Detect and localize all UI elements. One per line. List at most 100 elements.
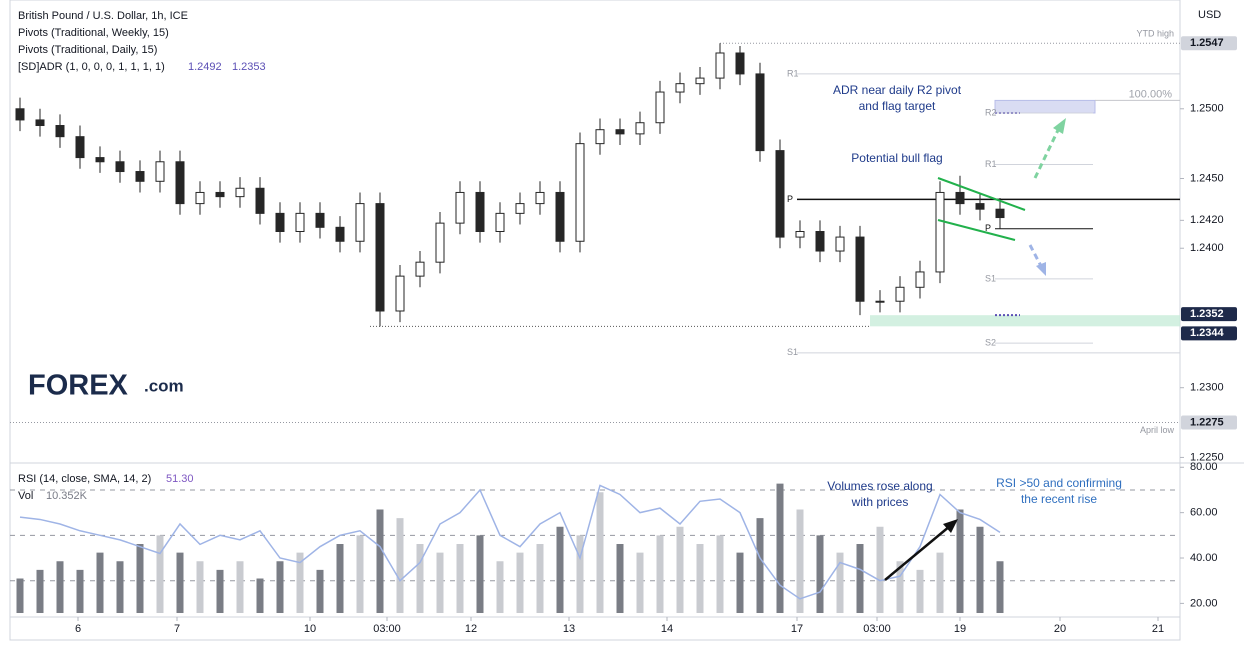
volume-bar xyxy=(136,544,144,613)
volume-bar xyxy=(856,544,864,613)
volume-bar xyxy=(296,552,304,613)
volume-bar xyxy=(636,552,644,613)
y-tick-label: 1.2420 xyxy=(1190,214,1224,226)
annotation: Volumes rose along xyxy=(827,479,932,493)
price-marker-label: 1.2352 xyxy=(1190,308,1224,320)
volume-bar xyxy=(716,535,724,613)
x-tick-label: 03:00 xyxy=(863,623,891,635)
volume-bar xyxy=(316,569,324,613)
candle-body xyxy=(895,286,905,302)
volume-bar xyxy=(816,535,824,613)
volume-bar xyxy=(836,552,844,613)
arrow-head xyxy=(1036,262,1046,276)
candle-body xyxy=(675,83,685,93)
annotation: ADR near daily R2 pivot xyxy=(833,83,962,97)
arrow-head xyxy=(1053,118,1066,134)
candle-body xyxy=(155,161,165,182)
volume-bar xyxy=(216,569,224,613)
candle-body xyxy=(175,161,185,205)
rsi-line xyxy=(19,484,1001,600)
candle-body xyxy=(975,203,985,210)
candle-body xyxy=(95,157,105,163)
volume-bar xyxy=(596,492,604,613)
volume-bar xyxy=(996,561,1004,613)
candle-body xyxy=(655,91,665,124)
volume-bar xyxy=(96,552,104,613)
candle-body xyxy=(615,129,625,135)
candle-body xyxy=(455,191,465,224)
y-tick-label: 40.00 xyxy=(1190,552,1218,564)
volume-bar xyxy=(496,561,504,613)
volume-bar xyxy=(796,509,804,613)
arrow xyxy=(1028,244,1044,269)
x-tick-label: 12 xyxy=(465,623,477,635)
plot-layer: 1.2250 1.2300 1.2400 1.2420 1.2450 1.2500 20.0… xyxy=(10,29,1237,635)
volume-bar xyxy=(256,578,264,613)
volume-value: 10.352K xyxy=(46,490,88,502)
x-tick-label: 13 xyxy=(563,623,575,635)
y-tick-label: 1.2500 xyxy=(1190,103,1224,115)
candle-body xyxy=(395,275,405,312)
candle-body xyxy=(475,191,485,233)
y-tick-label: 1.2400 xyxy=(1190,242,1224,254)
candle-body xyxy=(875,300,885,303)
candle-body xyxy=(535,191,545,205)
y-tick-label: 60.00 xyxy=(1190,507,1218,519)
volume-bar xyxy=(276,561,284,613)
x-tick-label: 6 xyxy=(75,623,81,635)
volume-bar xyxy=(616,544,624,613)
candle-body xyxy=(635,122,645,135)
volume-bar xyxy=(876,526,884,613)
annotation: and flag target xyxy=(859,99,936,113)
candle-body xyxy=(55,125,65,138)
candle-body xyxy=(235,187,245,198)
price-marker-label: 1.2275 xyxy=(1190,416,1224,428)
pivot-label: S2 xyxy=(985,337,996,347)
price-marker-label: 1.2547 xyxy=(1190,37,1224,49)
x-tick-label: 19 xyxy=(954,623,966,635)
volume-bar xyxy=(476,535,484,613)
candle-body xyxy=(735,52,745,75)
chart-title: British Pound / U.S. Dollar, 1h, ICE xyxy=(18,10,188,22)
candle-body xyxy=(695,77,705,85)
candle-body xyxy=(275,212,285,233)
volume-bar xyxy=(336,544,344,613)
volume-bar xyxy=(176,552,184,613)
pivot-label: R1 xyxy=(787,68,799,78)
pivot-label: P xyxy=(787,194,793,204)
volume-bar xyxy=(156,535,164,613)
candle-body xyxy=(315,212,325,228)
x-tick-label: 03:00 xyxy=(373,623,401,635)
annotation-shapes xyxy=(884,118,1066,581)
candle-body xyxy=(115,161,125,173)
candle-body xyxy=(755,73,765,152)
pivot-label: R1 xyxy=(985,159,997,169)
target-label: 100.00% xyxy=(1129,88,1173,100)
candle-body xyxy=(135,171,145,182)
volume-bar xyxy=(456,544,464,613)
volume-bar xyxy=(356,535,364,613)
candle-body xyxy=(335,226,345,242)
target-zone xyxy=(994,99,1096,114)
volume-bar xyxy=(536,544,544,613)
candle-body xyxy=(795,231,805,238)
candle-body xyxy=(195,191,205,205)
x-tick-label: 17 xyxy=(791,623,803,635)
annotation: the recent rise xyxy=(1021,492,1097,506)
price-marker xyxy=(1181,36,1237,51)
pivot-label: S1 xyxy=(787,347,798,357)
volume-bar xyxy=(936,552,944,613)
y-tick-label: 1.2300 xyxy=(1190,382,1224,394)
rsi-label: RSI (14, close, SMA, 14, 2) xyxy=(18,473,151,485)
price-marker xyxy=(1181,415,1237,430)
candle-body xyxy=(955,191,965,205)
logo-suffix: .com xyxy=(144,376,184,395)
volume-bar xyxy=(736,552,744,613)
volume-bar xyxy=(676,526,684,613)
volume-bar xyxy=(236,561,244,613)
volume-bar xyxy=(976,526,984,613)
volume-bar xyxy=(656,535,664,613)
adr-value: 1.2492 xyxy=(188,61,222,73)
candle-body xyxy=(355,203,365,242)
candle-body xyxy=(15,108,25,121)
